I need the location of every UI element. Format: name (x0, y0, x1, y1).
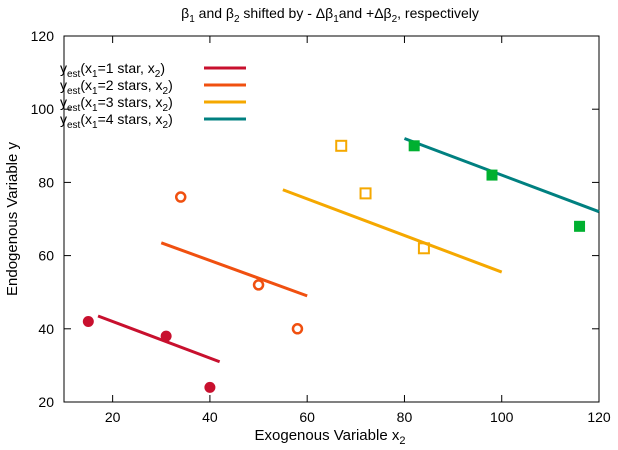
y-tick-label: 60 (38, 248, 54, 264)
fit-line-3 (282, 188, 503, 274)
legend: yest(x1=1 star, x2)yest(x1=2 stars, x2)y… (60, 60, 246, 131)
x-axis-label: Exogenous Variable x2 (255, 427, 406, 447)
data-point (359, 187, 372, 200)
x-tick-label: 60 (299, 409, 315, 425)
data-point (160, 330, 172, 342)
data-point (417, 242, 430, 255)
x-axis: 20 40 60 80 100 120 (105, 36, 611, 425)
fit-line-4 (403, 137, 600, 214)
data-point (82, 315, 94, 327)
data-point (174, 191, 187, 203)
fit-lines (97, 137, 600, 364)
legend-label: yest(x1=2 stars, x2) (60, 77, 173, 97)
data-point (291, 323, 304, 335)
legend-label: yest(x1=3 stars, x2) (60, 94, 173, 114)
x-tick-label: 80 (397, 409, 413, 425)
y-tick-label: 20 (38, 394, 54, 410)
y-tick-label: 100 (31, 101, 55, 117)
chart-title: β1 and β2 shifted by - Δβ1and +Δβ2, resp… (181, 5, 479, 25)
fit-line-2 (160, 241, 308, 298)
x-tick-label: 20 (105, 409, 121, 425)
x-tick-label: 40 (202, 409, 218, 425)
y-axis-label: Endogenous Variable y (4, 142, 21, 296)
data-point (252, 279, 265, 291)
data-point (408, 140, 420, 152)
data-points (82, 139, 586, 393)
data-point (574, 220, 586, 232)
x-tick-label: 100 (490, 409, 514, 425)
legend-label: yest(x1=1 star, x2) (60, 60, 165, 80)
x-tick-label: 120 (587, 409, 611, 425)
y-axis: 20 40 60 80 100 120 (31, 28, 599, 410)
legend-label: yest(x1=4 stars, x2) (60, 111, 173, 131)
data-point (335, 139, 348, 152)
data-point (204, 381, 216, 393)
y-tick-label: 40 (38, 321, 54, 337)
plot-frame (63, 35, 600, 403)
fit-line-1 (97, 314, 221, 364)
y-tick-label: 80 (38, 174, 54, 190)
data-point (486, 169, 498, 181)
y-tick-label: 120 (31, 28, 55, 44)
